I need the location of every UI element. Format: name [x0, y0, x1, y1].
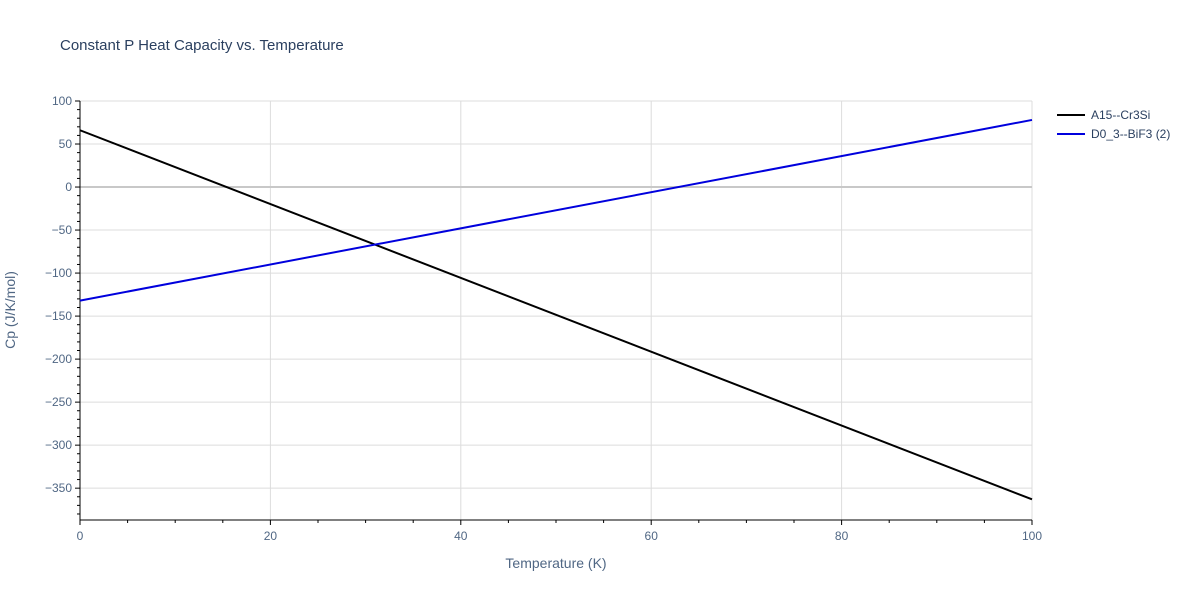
x-tick-label: 100: [1022, 529, 1042, 543]
x-tick-label: 60: [645, 529, 659, 543]
series-layer: [79, 118, 1033, 501]
grid-layer: [80, 100, 1033, 520]
legend: A15--Cr3Si D0_3--BiF3 (2): [1057, 108, 1170, 141]
y-tick-label: 100: [52, 94, 72, 108]
x-tick-label: 40: [454, 529, 468, 543]
legend-label-1: A15--Cr3Si: [1091, 108, 1150, 122]
y-tick-label: 0: [65, 180, 72, 194]
y-tick-label: −350: [45, 481, 72, 495]
series-line-2: [79, 118, 1033, 302]
x-tick-label: 0: [77, 529, 84, 543]
legend-label-2: D0_3--BiF3 (2): [1091, 127, 1170, 141]
chart-title: Constant P Heat Capacity vs. Temperature: [60, 37, 344, 54]
y-tick-label: −300: [45, 438, 72, 452]
axes-layer: [75, 100, 1033, 525]
y-tick-label: −50: [52, 223, 73, 237]
series-line-1: [79, 129, 1033, 501]
y-tick-label: 50: [59, 137, 73, 151]
tick-labels: 0 20 40 60 80 100 100 50 0 −50 −100 −150 −200 −250 −30…: [45, 94, 1042, 543]
y-axis-title: Cp (J/K/mol): [2, 271, 18, 349]
y-tick-label: −100: [45, 266, 72, 280]
y-tick-label: −200: [45, 352, 72, 366]
x-tick-label: 20: [264, 529, 278, 543]
x-axis-title: Temperature (K): [505, 555, 606, 571]
x-tick-label: 80: [835, 529, 849, 543]
y-tick-label: −150: [45, 309, 72, 323]
y-tick-label: −250: [45, 395, 72, 409]
